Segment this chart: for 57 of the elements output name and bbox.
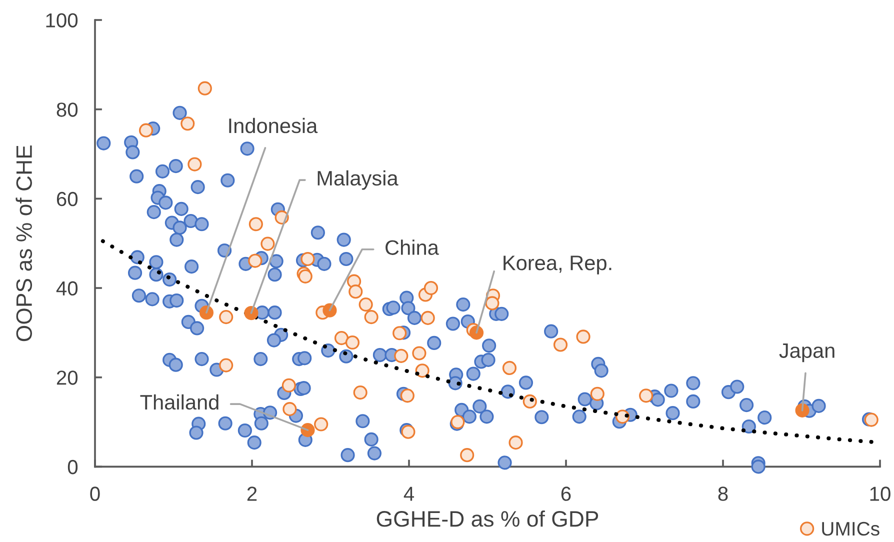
- point: [298, 269, 312, 284]
- point: [248, 217, 263, 232]
- point: [364, 310, 378, 324]
- x-tick-label: 6: [561, 486, 571, 501]
- point: [282, 378, 296, 392]
- annotation: Japan: [779, 343, 834, 362]
- annotation: Korea, Rep.: [504, 256, 612, 274]
- y-tick-label: 100: [46, 13, 78, 28]
- point: [412, 346, 426, 360]
- point: [345, 335, 360, 350]
- point: [576, 330, 590, 344]
- point: [348, 284, 363, 299]
- point: [138, 123, 154, 138]
- point: [219, 358, 234, 372]
- point: [180, 116, 195, 131]
- annotation: Indonesia: [229, 118, 318, 134]
- x-tick-label: 2: [247, 486, 257, 501]
- point: [198, 81, 212, 96]
- point: [219, 310, 234, 324]
- point: [508, 436, 523, 450]
- point: [334, 331, 349, 346]
- point: [353, 386, 368, 400]
- x-tick-label: 0: [90, 486, 100, 501]
- y-axis-title: OOPS as % of CHE: [16, 146, 32, 342]
- point: [590, 386, 604, 401]
- point: [188, 157, 202, 172]
- point: [248, 254, 262, 268]
- point: [424, 280, 438, 296]
- point: [394, 348, 408, 363]
- y-tick-label: 20: [56, 370, 78, 385]
- y-tick-label: 0: [68, 460, 78, 474]
- legend-label: UMICs: [822, 522, 880, 536]
- annotation: China: [386, 240, 439, 255]
- point: [864, 412, 878, 427]
- point: [420, 310, 435, 325]
- annotation: Thailand: [140, 394, 218, 410]
- point: [415, 364, 430, 378]
- point: [400, 388, 414, 403]
- x-tick-label: 8: [718, 486, 728, 501]
- x-tick-label: 4: [404, 486, 414, 501]
- point: [485, 296, 500, 310]
- point: [358, 298, 373, 312]
- point: [300, 252, 315, 266]
- annotation: Malaysia: [318, 170, 398, 190]
- point: [639, 388, 654, 403]
- point: [553, 338, 568, 352]
- point: [314, 417, 328, 432]
- point: [460, 448, 474, 462]
- x-axis-title: GGHE-D as % of GDP: [376, 510, 598, 527]
- x-tick-label: 10: [870, 486, 890, 501]
- point: [392, 326, 407, 340]
- y-tick-label: 40: [56, 281, 78, 296]
- point: [502, 360, 517, 376]
- point: [282, 402, 297, 416]
- y-tick-label: 80: [56, 102, 78, 117]
- point: [260, 236, 275, 251]
- y-tick-label: 60: [56, 192, 78, 206]
